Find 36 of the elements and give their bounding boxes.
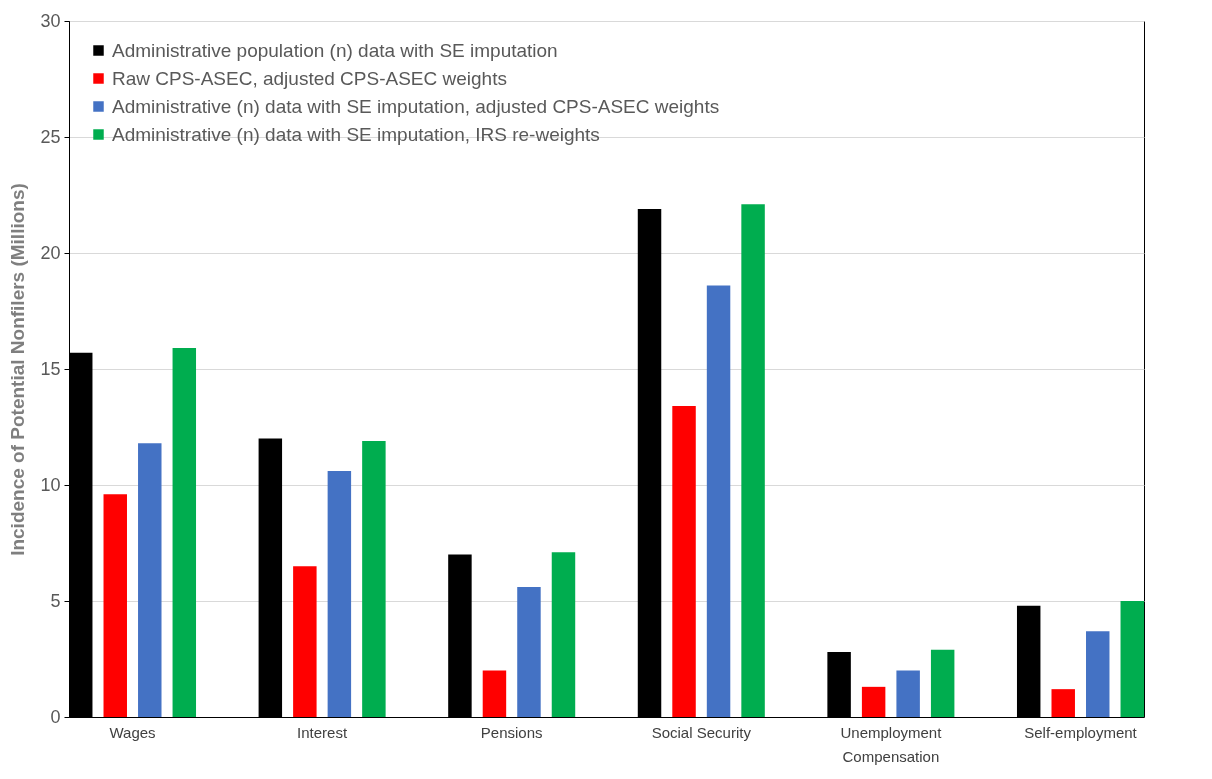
bar: [861, 686, 886, 717]
bar: [1086, 631, 1110, 717]
y-tick-label: 30: [40, 10, 61, 31]
bar: [293, 566, 317, 717]
x-tick-label: Self-employment: [1024, 723, 1138, 741]
bar: [103, 494, 127, 717]
bar: [1120, 601, 1144, 717]
bar: [930, 649, 955, 717]
legend-label: Administrative (n) data with SE imputation, adjusted CPS-ASEC weights: [112, 95, 720, 117]
bar: [896, 670, 920, 717]
legend-label: Administrative (n) data with SE imputation, IRS re-weights: [112, 123, 600, 145]
legend-label: Administrative population (n) data with SE imputation: [112, 39, 558, 61]
y-tick-label: 25: [40, 126, 61, 147]
bar: [138, 443, 162, 717]
y-tick-label: 5: [50, 590, 61, 611]
bar: [1051, 689, 1075, 717]
x-tick-label: Pensions: [480, 723, 543, 741]
bar: [706, 285, 731, 717]
x-tick-label: Wages: [109, 723, 156, 741]
y-tick-label: 10: [40, 474, 61, 495]
bar: [362, 440, 386, 717]
x-tick-label: Unemployment Compensation: [840, 723, 943, 765]
y-tick-label: 0: [50, 706, 61, 727]
bar: [517, 587, 541, 717]
y-tick-label: 20: [40, 242, 61, 263]
bar: [551, 552, 576, 717]
legend-label: Raw CPS-ASEC, adjusted CPS-ASEC weights: [112, 67, 507, 89]
x-tick-label: Interest: [297, 723, 348, 741]
y-tick-label: 15: [40, 358, 61, 379]
y-axis-title: Incidence of Potential Nonfilers (Millions): [7, 183, 29, 556]
bar: [172, 348, 197, 717]
x-tick-label: Social Security: [651, 723, 752, 741]
bar: [482, 670, 507, 717]
bar: [672, 406, 696, 717]
bar: [741, 204, 765, 717]
bar: [327, 471, 352, 717]
